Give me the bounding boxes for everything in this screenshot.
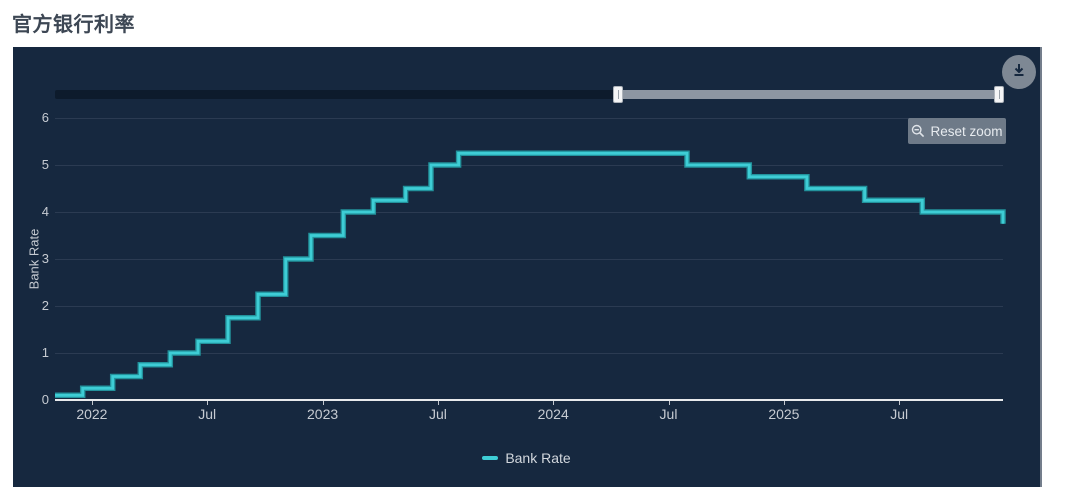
navigator-scrollbar[interactable] [55,86,1004,103]
navigator-left-handle[interactable] [613,86,623,103]
y-gridline [55,353,1003,354]
x-axis-tick [668,400,670,405]
legend: Bank Rate [13,450,1040,466]
x-axis-tick [91,400,93,405]
legend-line-marker [482,456,499,460]
x-axis-tick [553,400,555,405]
x-axis-tick-label: Jul [198,406,217,422]
y-gridline [55,212,1003,213]
chart-panel: Reset zoom 0 1 2 3 4 5 6 2022 Jul 2023 Jul 2024 Jul 2… [13,47,1042,487]
download-button[interactable] [1002,55,1036,89]
navigator-selected-range[interactable] [618,90,1003,99]
x-axis-tick [783,400,785,405]
x-axis-tick-label: 2025 [768,406,800,422]
x-axis-tick-label: Jul [890,406,909,422]
zoom-out-magnifier-icon [911,124,925,138]
y-axis-tick-label: 4 [41,204,49,219]
y-axis-tick-label: 0 [41,392,49,407]
navigator-right-handle[interactable] [994,86,1004,103]
x-axis-tick-label: 2022 [76,406,108,422]
reset-zoom-button[interactable]: Reset zoom [908,118,1006,144]
reset-zoom-label: Reset zoom [930,123,1003,139]
y-axis-tick-label: 3 [41,251,49,266]
y-gridline [55,259,1003,260]
y-axis-tick-label: 5 [41,157,49,172]
page-title: 官方银行利率 [12,14,135,36]
y-axis-title: Bank Rate [26,228,42,290]
y-gridline [55,306,1003,307]
rate-series-svg [55,150,1006,399]
x-axis-tick-label: 2024 [537,406,569,422]
legend-label: Bank Rate [505,450,571,466]
y-axis-tick-label: 2 [41,298,49,313]
y-axis-tick-label: 6 [41,110,49,125]
navigator-unselected-range[interactable] [55,90,618,99]
y-gridline [55,118,1003,119]
y-axis-tick-label: 1 [41,345,49,360]
plot-area[interactable]: 0 1 2 3 4 5 6 2022 Jul 2023 Jul 2024 Jul 2025 Jul [13,47,1040,487]
legend-item-bank-rate[interactable]: Bank Rate [482,450,571,466]
x-axis-tick [899,400,901,405]
rate-line [55,151,1005,397]
y-gridline [55,165,1003,166]
x-axis-tick-label: Jul [428,406,447,422]
x-axis-line [55,399,1003,401]
download-icon [1011,62,1027,83]
x-axis-tick [207,400,209,405]
x-axis-tick [437,400,439,405]
x-axis-tick-label: 2023 [307,406,339,422]
x-axis-tick [322,400,324,405]
x-axis-tick-label: Jul [659,406,678,422]
